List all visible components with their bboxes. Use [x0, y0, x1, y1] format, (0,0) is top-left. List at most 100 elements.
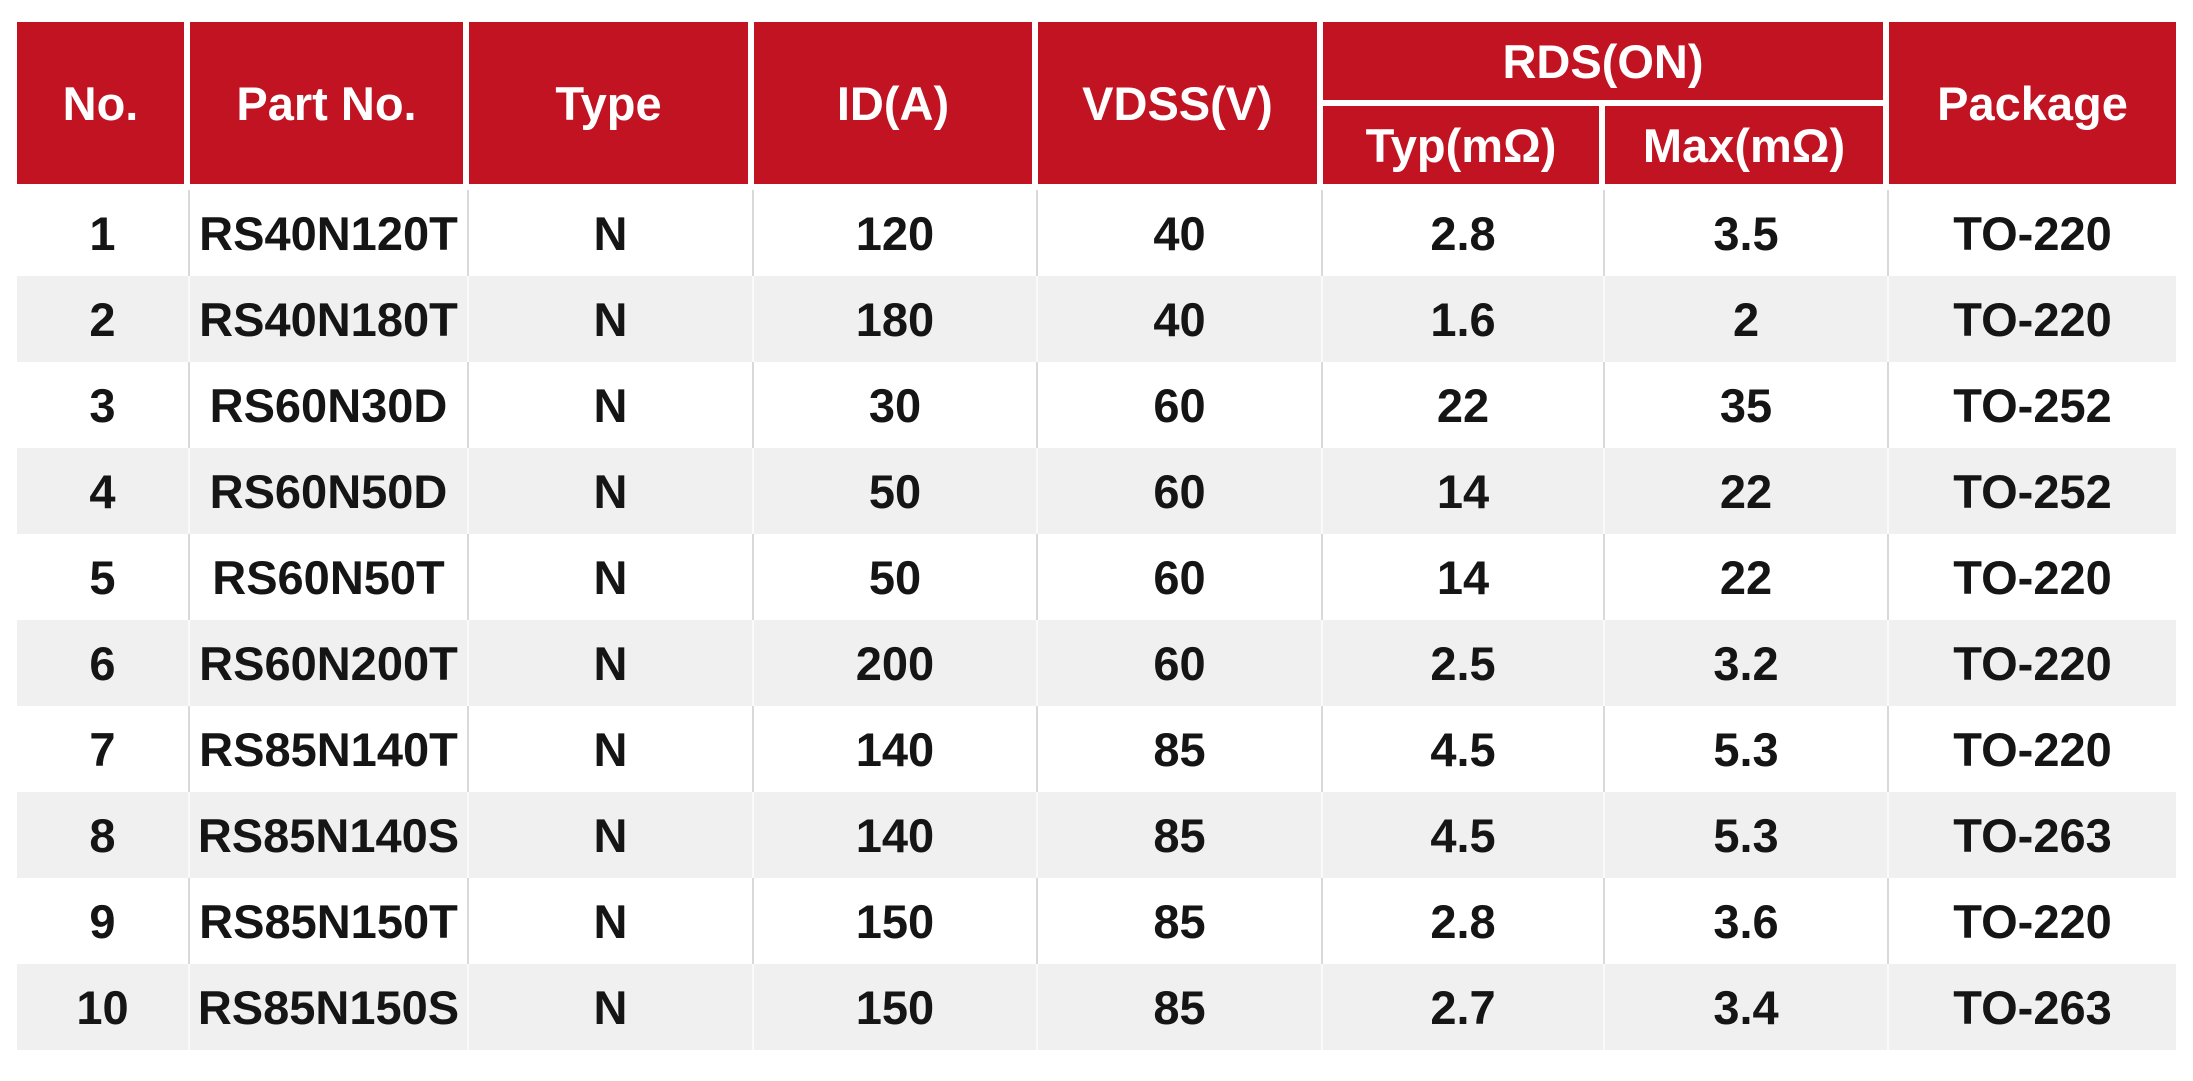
cell-package: TO-220	[1953, 636, 2112, 690]
cell-no: 7	[17, 706, 190, 792]
cell-part-no: RS85N150S	[190, 964, 469, 1050]
col-header-part-no: Part No.	[190, 22, 469, 190]
cell-no: 6	[17, 620, 190, 706]
cell-id: 140	[754, 792, 1038, 878]
cell-type: N	[469, 706, 754, 792]
table-row: 2 RS40N180T N 180 40 1.6 2 TO-220	[17, 276, 2177, 362]
col-header-package: Package	[1889, 22, 2177, 190]
cell-vdss: 60	[1038, 534, 1323, 620]
cell-id: 50	[754, 534, 1038, 620]
table-row: 5 RS60N50T N 50 60 14 22 TO-220	[17, 534, 2177, 620]
cell-rds-max: 2	[1605, 276, 1890, 362]
table-row: 6 RS60N200T N 200 60 2.5 3.2 TO-220	[17, 620, 2177, 706]
cell-package: TO-263	[1953, 808, 2112, 862]
cell-no: 5	[17, 534, 190, 620]
cell-vdss: 85	[1038, 964, 1323, 1050]
mosfet-product-table: No. Part No. Type ID(A) VDSS(V) RDS(ON) …	[17, 22, 2177, 1050]
cell-package: TO-252	[1953, 378, 2112, 432]
table-row: 7 RS85N140T N 140 85 4.5 5.3 TO-220	[17, 706, 2177, 792]
cell-vdss: 40	[1038, 190, 1323, 276]
col-header-type: Type	[469, 22, 754, 190]
cell-package: TO-220	[1953, 550, 2112, 604]
cell-rds-typ: 22	[1323, 362, 1605, 448]
cell-rds-max: 3.4	[1605, 964, 1890, 1050]
cell-no: 8	[17, 792, 190, 878]
table-row: 1 RS40N120T N 120 40 2.8 3.5 TO-220	[17, 190, 2177, 276]
table-row: 8 RS85N140S N 140 85 4.5 5.3 TO-263	[17, 792, 2177, 878]
cell-rds-max: 3.2	[1605, 620, 1890, 706]
cell-id: 120	[754, 190, 1038, 276]
cell-rds-typ: 2.8	[1323, 878, 1605, 964]
cell-type: N	[469, 964, 754, 1050]
cell-id: 200	[754, 620, 1038, 706]
cell-rds-typ: 14	[1323, 534, 1605, 620]
cell-no: 9	[17, 878, 190, 964]
cell-package: TO-263	[1953, 980, 2112, 1034]
cell-id: 30	[754, 362, 1038, 448]
col-header-rds-typ: Typ(mΩ)	[1323, 106, 1605, 190]
cell-type: N	[469, 362, 754, 448]
cell-rds-typ: 2.5	[1323, 620, 1605, 706]
cell-part-no: RS85N140T	[190, 706, 469, 792]
table-row: 4 RS60N50D N 50 60 14 22 TO-252	[17, 448, 2177, 534]
cell-id: 180	[754, 276, 1038, 362]
cell-vdss: 85	[1038, 792, 1323, 878]
cell-type: N	[469, 190, 754, 276]
cell-rds-typ: 1.6	[1323, 276, 1605, 362]
cell-no: 1	[17, 190, 190, 276]
cell-rds-max: 22	[1605, 448, 1890, 534]
cell-vdss: 60	[1038, 362, 1323, 448]
cell-rds-max: 5.3	[1605, 792, 1890, 878]
cell-id: 50	[754, 448, 1038, 534]
cell-type: N	[469, 276, 754, 362]
cell-part-no: RS60N50T	[190, 534, 469, 620]
col-header-vdss: VDSS(V)	[1038, 22, 1323, 190]
cell-rds-typ: 4.5	[1323, 792, 1605, 878]
cell-rds-typ: 2.8	[1323, 190, 1605, 276]
cell-rds-typ: 4.5	[1323, 706, 1605, 792]
cell-package: TO-220	[1953, 292, 2112, 346]
cell-no: 10	[17, 964, 190, 1050]
col-header-rds-max: Max(mΩ)	[1605, 106, 1890, 190]
cell-part-no: RS40N120T	[190, 190, 469, 276]
cell-rds-typ: 14	[1323, 448, 1605, 534]
table-header: No. Part No. Type ID(A) VDSS(V) RDS(ON) …	[17, 22, 2177, 190]
cell-package: TO-252	[1953, 464, 2112, 518]
cell-rds-typ: 2.7	[1323, 964, 1605, 1050]
cell-vdss: 40	[1038, 276, 1323, 362]
table-row: 10 RS85N150S N 150 85 2.7 3.4 TO-263	[17, 964, 2177, 1050]
cell-vdss: 85	[1038, 878, 1323, 964]
cell-vdss: 60	[1038, 620, 1323, 706]
cell-package: TO-220	[1953, 722, 2112, 776]
cell-id: 150	[754, 878, 1038, 964]
cell-rds-max: 22	[1605, 534, 1890, 620]
cell-id: 150	[754, 964, 1038, 1050]
cell-no: 4	[17, 448, 190, 534]
cell-no: 3	[17, 362, 190, 448]
cell-type: N	[469, 620, 754, 706]
cell-rds-max: 3.6	[1605, 878, 1890, 964]
cell-vdss: 85	[1038, 706, 1323, 792]
cell-part-no: RS85N140S	[190, 792, 469, 878]
cell-part-no: RS40N180T	[190, 276, 469, 362]
cell-vdss: 60	[1038, 448, 1323, 534]
col-header-id: ID(A)	[754, 22, 1038, 190]
col-header-rds-on: RDS(ON)	[1323, 22, 1890, 106]
cell-part-no: RS60N200T	[190, 620, 469, 706]
cell-package: TO-220	[1953, 206, 2112, 260]
table-body: 1 RS40N120T N 120 40 2.8 3.5 TO-220 2 RS40N180T N 1…	[17, 190, 2177, 1050]
cell-no: 2	[17, 276, 190, 362]
cell-type: N	[469, 534, 754, 620]
cell-package: TO-220	[1953, 894, 2112, 948]
cell-part-no: RS85N150T	[190, 878, 469, 964]
table-row: 3 RS60N30D N 30 60 22 35 TO-252	[17, 362, 2177, 448]
cell-id: 140	[754, 706, 1038, 792]
cell-type: N	[469, 792, 754, 878]
cell-rds-max: 35	[1605, 362, 1890, 448]
cell-type: N	[469, 878, 754, 964]
table-row: 9 RS85N150T N 150 85 2.8 3.6 TO-220	[17, 878, 2177, 964]
cell-part-no: RS60N50D	[190, 448, 469, 534]
col-header-no: No.	[17, 22, 190, 190]
cell-rds-max: 5.3	[1605, 706, 1890, 792]
